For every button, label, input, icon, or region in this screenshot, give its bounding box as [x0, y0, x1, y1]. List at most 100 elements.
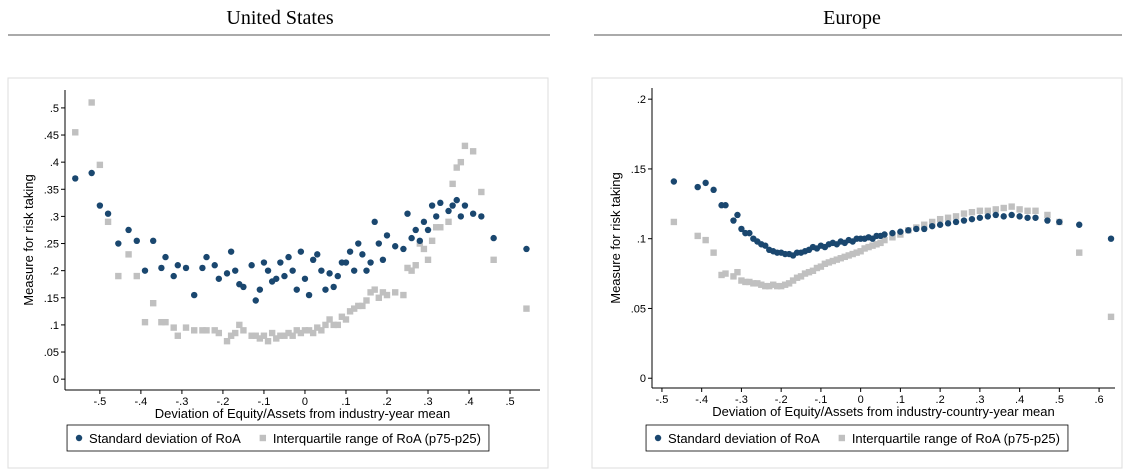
x-tick-label: -.2	[217, 396, 230, 408]
point	[968, 215, 976, 223]
point	[833, 256, 841, 263]
point	[837, 255, 844, 262]
legend-label: Interquartile range of RoA (p75-p25)	[273, 431, 481, 446]
point	[1044, 217, 1051, 224]
point	[758, 281, 765, 288]
panel-title: Europe	[823, 7, 881, 29]
point	[260, 259, 268, 266]
point	[104, 210, 112, 217]
x-tick-label: .1	[896, 394, 905, 406]
point	[889, 229, 896, 237]
point	[240, 327, 247, 334]
point	[738, 277, 745, 284]
point	[273, 275, 280, 282]
point	[355, 240, 362, 247]
point	[297, 248, 305, 255]
y-tick-label: .05	[44, 347, 59, 359]
point	[453, 196, 460, 204]
point	[346, 308, 354, 315]
point	[182, 324, 190, 331]
point	[289, 267, 296, 274]
point	[88, 169, 95, 177]
point	[730, 273, 737, 280]
y-tick-label: .35	[44, 184, 59, 196]
point	[338, 313, 346, 320]
y-tick-label: .4	[50, 157, 59, 169]
point	[367, 289, 374, 296]
legend-box	[645, 424, 1069, 452]
point	[710, 249, 717, 256]
point	[256, 286, 264, 293]
y-tick-label: .1	[637, 234, 646, 246]
point	[363, 267, 370, 274]
x-tick-label: -.3	[735, 394, 748, 406]
point	[897, 228, 904, 235]
point	[1032, 214, 1039, 221]
point	[420, 218, 428, 226]
point	[905, 227, 912, 234]
point	[829, 257, 837, 265]
y-tick-label: .15	[631, 164, 646, 176]
point	[952, 213, 960, 220]
point	[268, 329, 276, 337]
point	[158, 318, 165, 326]
point	[1107, 235, 1115, 242]
point	[88, 99, 95, 106]
point	[125, 251, 132, 258]
point	[72, 175, 79, 182]
legend: Standard deviation of RoA Interquartile r…	[66, 424, 490, 452]
point	[96, 202, 104, 209]
point	[809, 267, 817, 274]
point	[227, 248, 235, 255]
point	[371, 218, 378, 226]
point	[813, 264, 821, 272]
point	[873, 241, 880, 248]
point	[326, 270, 333, 277]
point	[232, 329, 239, 337]
point	[240, 283, 247, 291]
point	[404, 210, 411, 217]
point	[141, 318, 149, 326]
point	[359, 302, 366, 310]
point	[710, 186, 717, 194]
point	[170, 324, 177, 331]
point	[881, 236, 888, 244]
point	[877, 239, 884, 247]
point	[301, 327, 309, 334]
point	[793, 274, 801, 281]
point	[889, 234, 896, 241]
point	[334, 321, 341, 329]
point	[400, 245, 407, 253]
x-axis-label: Deviation of Equity/Assets from industry…	[712, 404, 1054, 419]
point	[461, 142, 469, 150]
point	[252, 297, 259, 304]
point	[149, 237, 157, 245]
x-tick-label: .2	[936, 394, 945, 406]
point	[742, 278, 749, 286]
point	[252, 332, 259, 339]
point	[789, 277, 797, 284]
point	[330, 283, 337, 291]
point	[461, 202, 469, 209]
point	[285, 253, 292, 261]
point	[215, 329, 223, 337]
point	[408, 267, 415, 274]
point	[490, 256, 497, 264]
point	[1056, 218, 1063, 226]
point	[322, 286, 329, 293]
point	[781, 281, 789, 288]
point	[730, 217, 737, 224]
point	[976, 207, 984, 214]
x-tick-label: -.2	[775, 394, 788, 406]
point	[133, 272, 140, 280]
chart-frame	[7, 77, 549, 469]
legend-marker	[259, 434, 267, 442]
point	[523, 245, 530, 253]
point	[944, 214, 952, 221]
point	[936, 221, 944, 228]
point	[801, 270, 809, 277]
point	[301, 275, 309, 282]
point	[424, 256, 432, 264]
point	[722, 202, 729, 209]
point	[1016, 213, 1023, 220]
